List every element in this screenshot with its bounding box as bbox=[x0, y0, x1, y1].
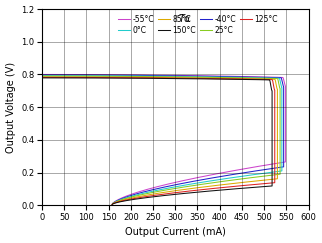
Y-axis label: Output Voltage (V): Output Voltage (V) bbox=[5, 61, 15, 153]
X-axis label: Output Current (mA): Output Current (mA) bbox=[125, 227, 226, 237]
Legend: -55°C, 0°C, 85°C, 150°C, -40°C, 25°C, 125°C, : -55°C, 0°C, 85°C, 150°C, -40°C, 25°C, 12… bbox=[118, 15, 278, 35]
Text: T⍺: T⍺ bbox=[178, 14, 191, 24]
